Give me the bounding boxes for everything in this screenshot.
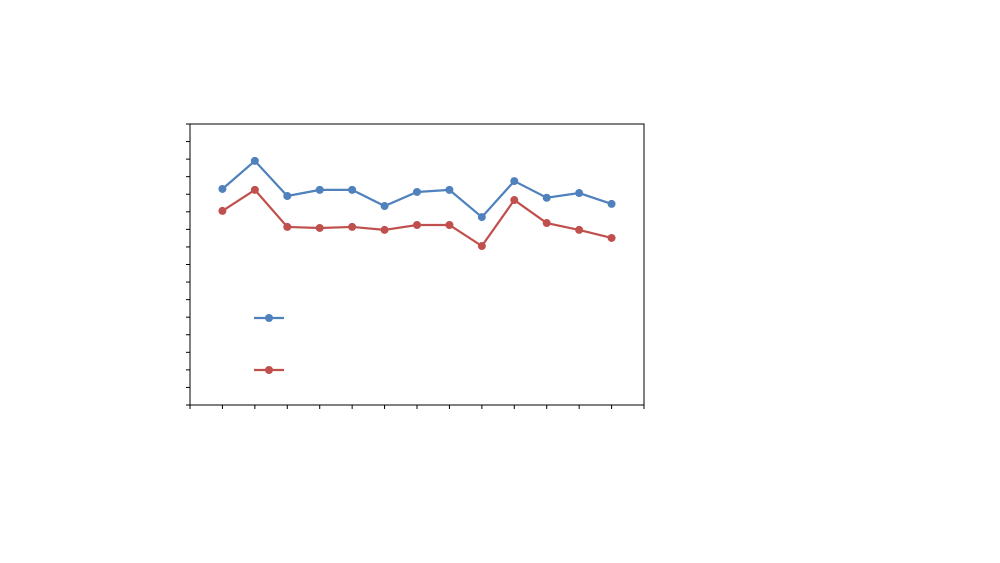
data-point bbox=[315, 223, 324, 232]
plot-frame bbox=[189, 123, 645, 406]
data-point bbox=[510, 177, 519, 186]
data-point bbox=[445, 220, 454, 229]
legend-marker bbox=[265, 366, 273, 374]
data-point bbox=[348, 222, 357, 231]
series-line bbox=[221, 188, 612, 248]
data-point bbox=[413, 220, 421, 229]
data-point bbox=[607, 199, 616, 208]
data-point bbox=[477, 242, 486, 251]
data-point bbox=[380, 202, 389, 211]
legend-marker bbox=[265, 314, 273, 322]
data-point bbox=[283, 222, 292, 231]
data-point bbox=[575, 225, 584, 234]
data-point bbox=[250, 185, 259, 194]
data-point bbox=[445, 185, 454, 194]
data-point bbox=[607, 233, 616, 242]
data-point bbox=[542, 219, 551, 228]
data-point bbox=[575, 189, 584, 198]
data-point bbox=[413, 187, 421, 196]
data-point bbox=[250, 156, 259, 165]
data-point bbox=[218, 184, 227, 193]
data-point bbox=[542, 193, 551, 202]
data-point bbox=[348, 185, 357, 194]
data-point bbox=[218, 206, 227, 215]
data-point bbox=[315, 185, 324, 194]
data-point bbox=[380, 225, 389, 234]
data-point bbox=[477, 213, 486, 222]
data-point bbox=[283, 192, 292, 201]
data-point bbox=[510, 196, 519, 205]
